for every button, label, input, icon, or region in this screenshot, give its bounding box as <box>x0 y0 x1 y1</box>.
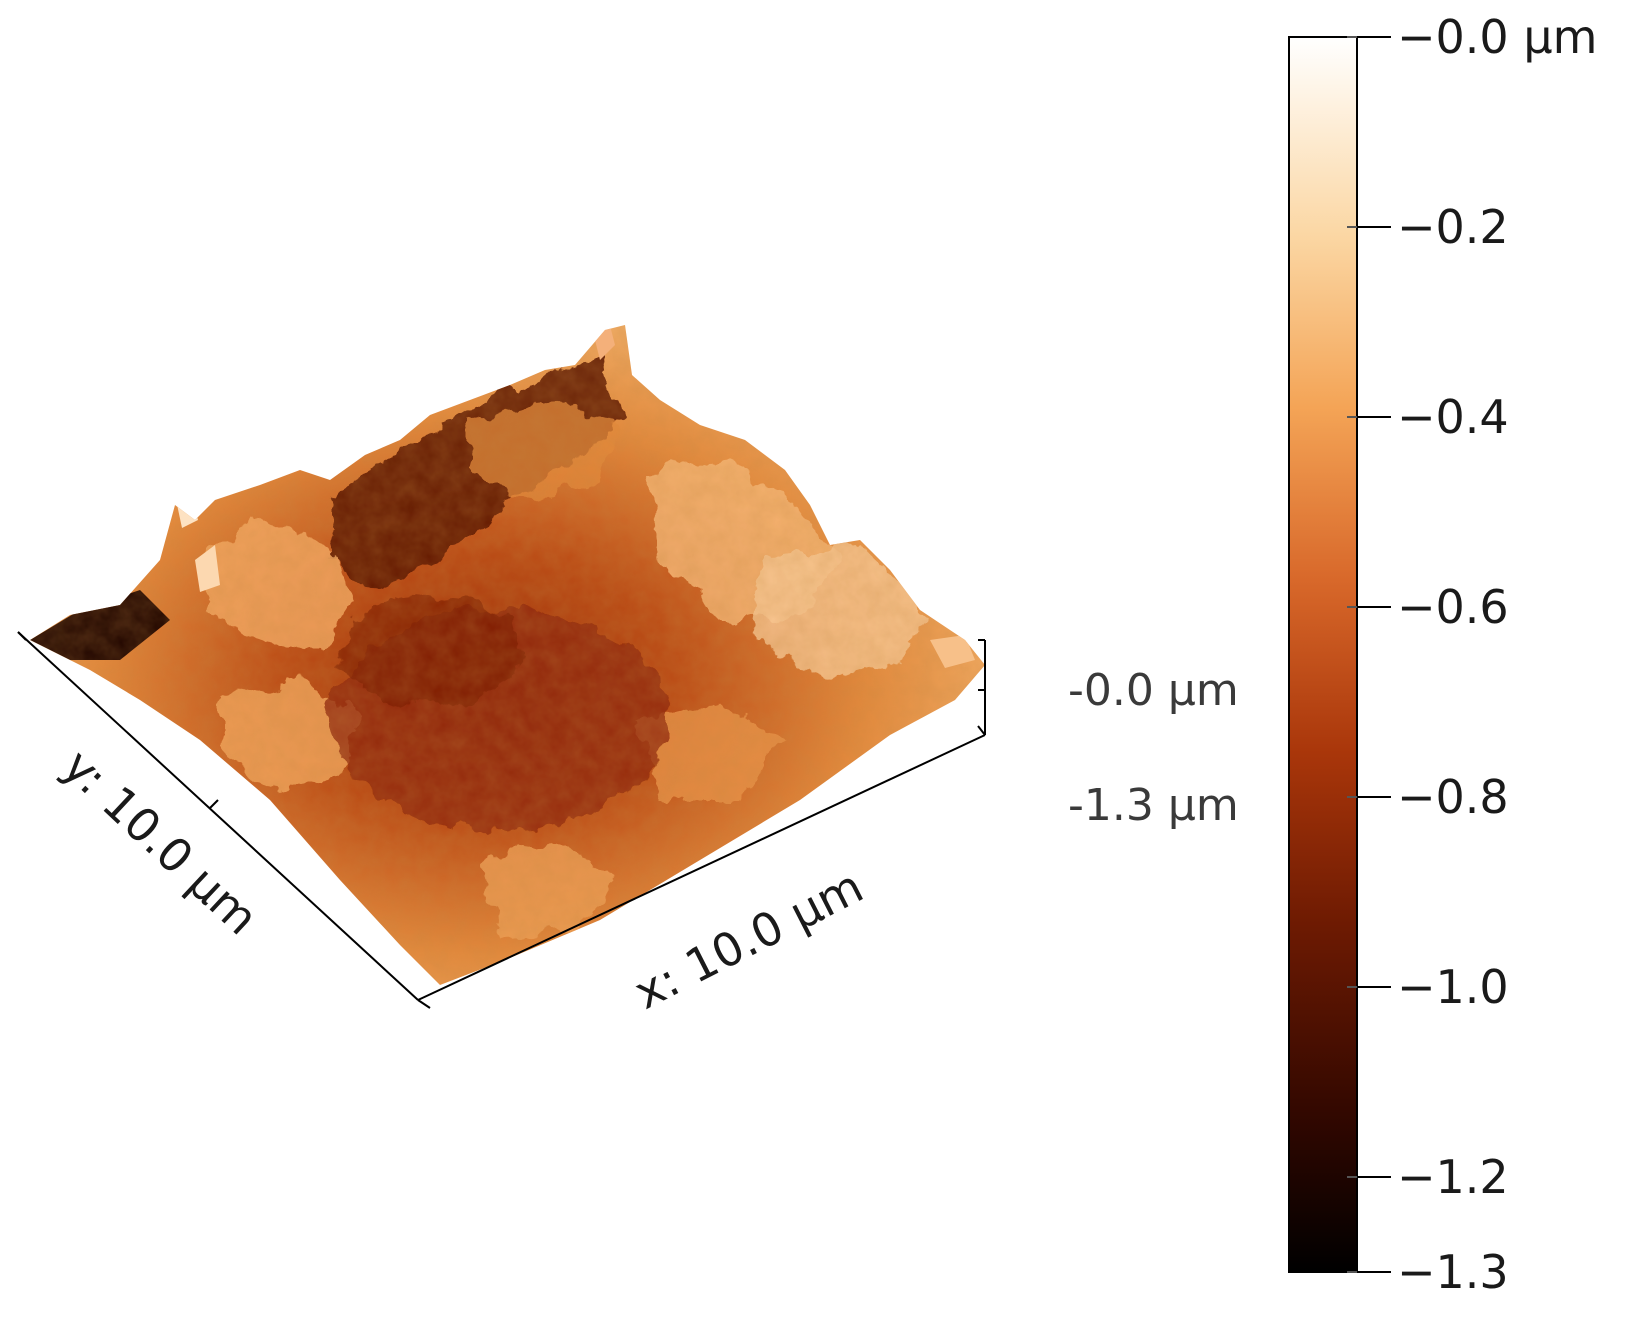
y-axis-mid-tick <box>209 799 219 809</box>
colorbar-tick-label: −1.2 <box>1397 1150 1509 1204</box>
x-axis-label: x: 10.0 µm <box>625 859 871 1020</box>
axes-frame <box>17 631 986 1009</box>
colorbar-tick-label: −1.0 <box>1397 960 1509 1014</box>
x-axis-line <box>417 734 986 1001</box>
colorbar-tick-label: −0.8 <box>1397 770 1509 824</box>
colorbar-tick-label: −0.2 <box>1397 200 1509 254</box>
colorbar-tick-label: −1.3 <box>1397 1245 1509 1299</box>
colorbar: −0.0 µm −0.2 −0.4 −0.6 −0.8 −1.0 −1.2 −1.3 <box>1288 10 1597 1299</box>
colorbar-tick-label: −0.6 <box>1397 580 1509 634</box>
colorbar-tick-label: −0.0 µm <box>1397 10 1597 64</box>
x-axis-end-tick <box>977 725 986 736</box>
y-axis-end-tick <box>417 999 431 1009</box>
y-axis-line <box>17 631 419 1001</box>
colorbar-gradient <box>1288 36 1358 1273</box>
y-axis-start-tick <box>17 631 27 641</box>
z-scale-bottom-label: -1.3 µm <box>1068 780 1239 831</box>
z-scale-top-label: -0.0 µm <box>1068 665 1239 716</box>
colorbar-ticks: −0.0 µm −0.2 −0.4 −0.6 −0.8 −1.0 −1.2 −1.3 <box>1347 10 1597 1299</box>
colorbar-tick-label: −0.4 <box>1397 390 1509 444</box>
